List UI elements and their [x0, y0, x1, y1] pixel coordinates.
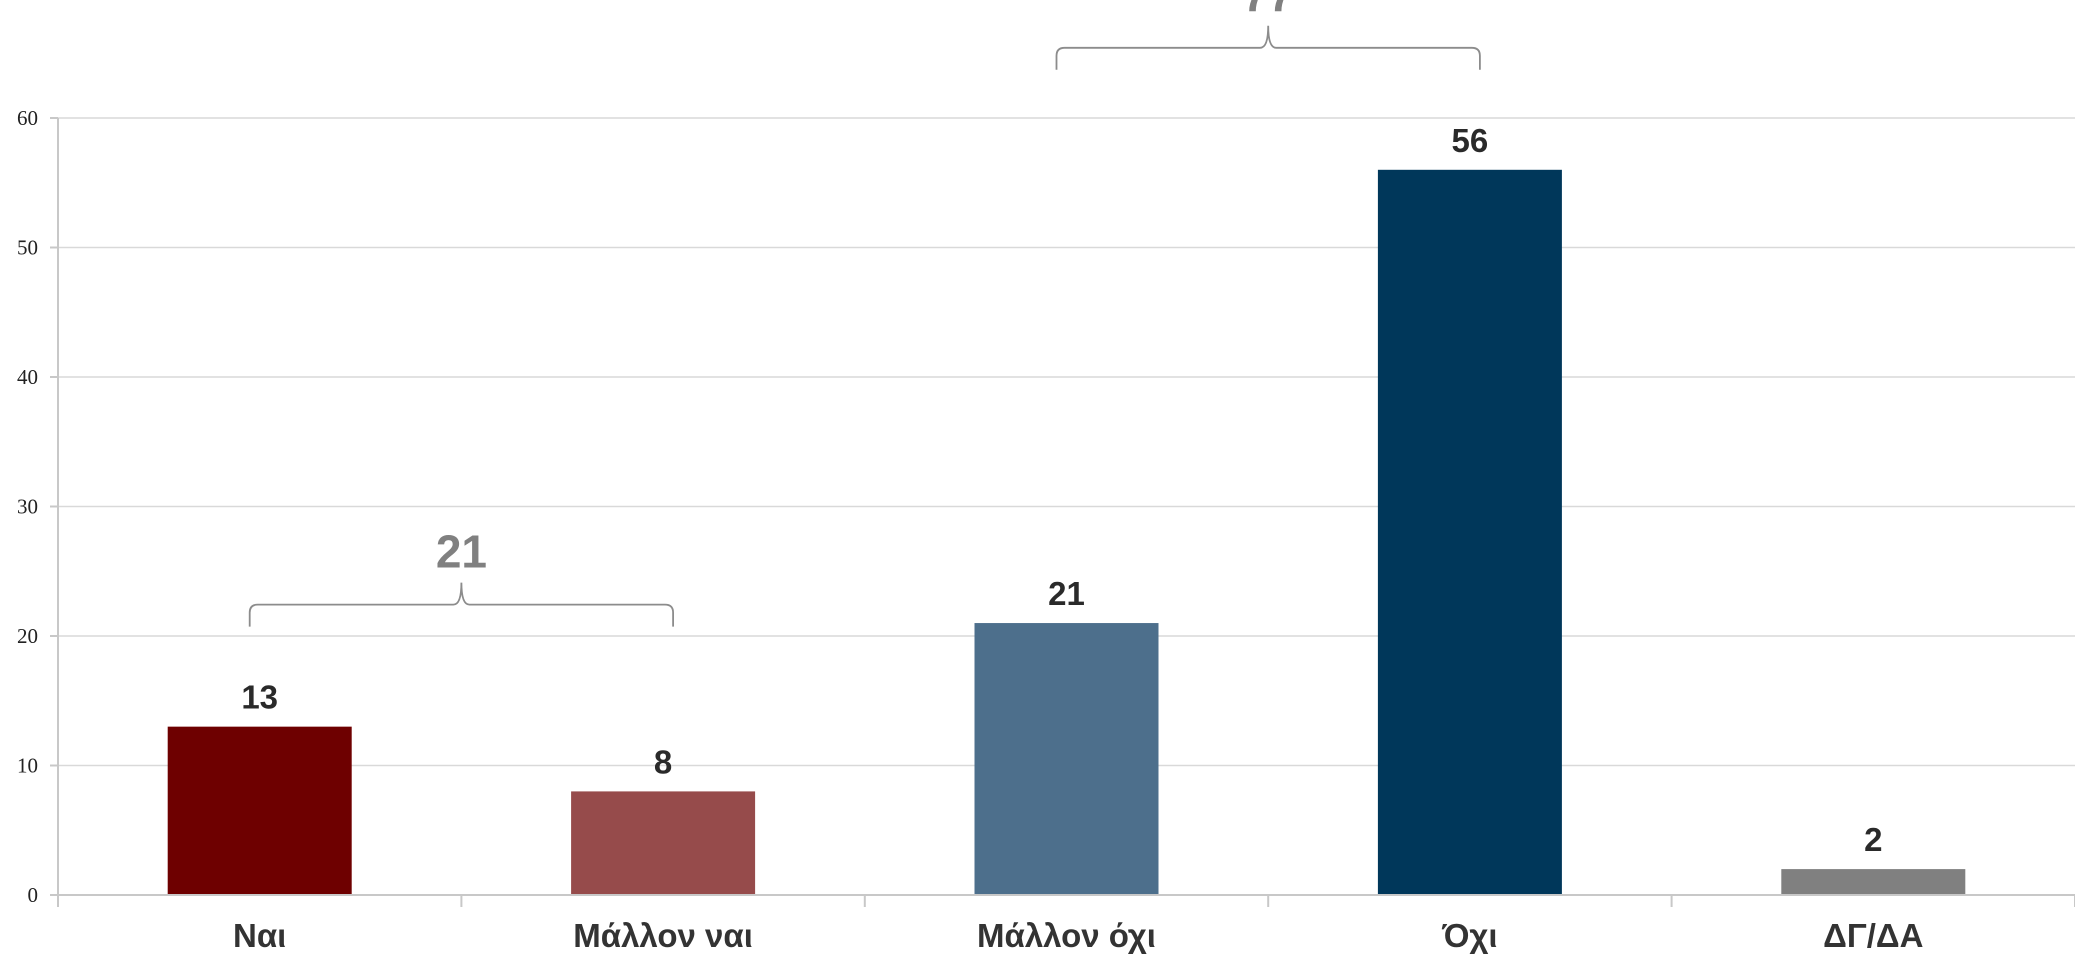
y-tick-label: 0	[28, 883, 39, 907]
bar	[167, 726, 352, 895]
group-braces: 21 77	[248, 0, 1481, 627]
x-tick-label: Όχι	[1441, 917, 1497, 954]
x-tick-label: Μάλλον ναι	[573, 917, 753, 954]
bars	[167, 169, 1966, 896]
bar	[571, 791, 756, 895]
y-tick-label: 40	[17, 365, 38, 389]
x-axis-ticks: Ναι Μάλλον ναι Μάλλον όχι Όχι ΔΓ/ΔΑ	[233, 917, 1923, 954]
data-label: 13	[241, 679, 278, 716]
bar	[974, 623, 1159, 895]
gridlines	[58, 117, 2075, 767]
data-label: 8	[654, 743, 672, 780]
y-tick-label: 60	[17, 106, 38, 130]
bar	[1377, 169, 1562, 896]
data-label: 21	[1048, 575, 1085, 612]
x-tick-label: Μάλλον όχι	[977, 917, 1156, 954]
group-brace	[248, 582, 674, 627]
y-tick-label: 30	[17, 495, 38, 519]
y-tick-label: 20	[17, 624, 38, 648]
data-label: 56	[1452, 122, 1489, 159]
x-tick-label: Ναι	[233, 917, 286, 954]
y-tick-label: 10	[17, 754, 38, 778]
x-tick-label: ΔΓ/ΔΑ	[1823, 917, 1923, 954]
y-tick-label: 50	[17, 236, 38, 260]
x-axis	[57, 894, 2075, 907]
bar	[1781, 869, 1966, 895]
group-brace	[1055, 25, 1481, 70]
data-labels: 13 8 21 56 2	[241, 122, 1882, 858]
data-label: 2	[1864, 821, 1882, 858]
y-axis-ticks: 0 10 20 30 40 50 60	[17, 106, 59, 907]
group-total-label: 77	[1243, 0, 1294, 21]
group-total-label: 21	[436, 526, 487, 578]
